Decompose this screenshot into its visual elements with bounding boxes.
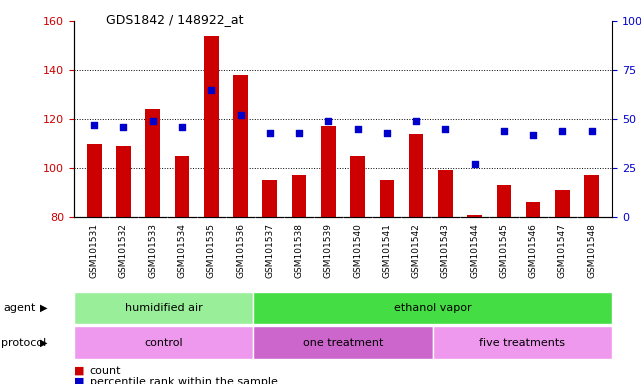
Point — [557, 128, 567, 134]
Text: count: count — [90, 366, 121, 376]
Text: GSM101540: GSM101540 — [353, 223, 362, 278]
Text: GSM101537: GSM101537 — [265, 223, 274, 278]
Text: ■: ■ — [74, 377, 84, 384]
Bar — [74, 326, 253, 359]
Bar — [497, 185, 512, 217]
Text: one treatment: one treatment — [303, 338, 383, 348]
Text: GSM101545: GSM101545 — [499, 223, 508, 278]
Bar — [526, 202, 540, 217]
Bar — [292, 175, 306, 217]
Text: GSM101543: GSM101543 — [441, 223, 450, 278]
Text: GSM101538: GSM101538 — [295, 223, 304, 278]
Bar — [350, 156, 365, 217]
Text: GSM101541: GSM101541 — [382, 223, 391, 278]
Bar — [409, 134, 424, 217]
Text: GDS1842 / 148922_at: GDS1842 / 148922_at — [106, 13, 244, 26]
Bar — [146, 109, 160, 217]
Bar — [321, 126, 336, 217]
Bar — [585, 175, 599, 217]
Point — [353, 126, 363, 132]
Point — [147, 118, 158, 124]
Point — [206, 87, 217, 93]
Point — [440, 126, 451, 132]
Bar — [87, 144, 101, 217]
Bar — [262, 180, 277, 217]
Point — [235, 112, 246, 118]
Text: GSM101534: GSM101534 — [178, 223, 187, 278]
Text: ethanol vapor: ethanol vapor — [394, 303, 472, 313]
Text: GSM101533: GSM101533 — [148, 223, 157, 278]
Text: GSM101532: GSM101532 — [119, 223, 128, 278]
Text: percentile rank within the sample: percentile rank within the sample — [90, 377, 278, 384]
Point — [265, 130, 275, 136]
Bar — [204, 36, 219, 217]
Bar — [467, 215, 482, 217]
Bar — [433, 326, 612, 359]
Point — [528, 132, 538, 138]
Text: GSM101531: GSM101531 — [90, 223, 99, 278]
Text: ▶: ▶ — [40, 303, 47, 313]
Text: protocol: protocol — [1, 338, 47, 348]
Point — [381, 130, 392, 136]
Text: GSM101544: GSM101544 — [470, 223, 479, 278]
Point — [119, 124, 129, 130]
Bar — [555, 190, 570, 217]
Text: agent: agent — [3, 303, 36, 313]
Bar — [116, 146, 131, 217]
Text: five treatments: five treatments — [479, 338, 565, 348]
Bar — [174, 156, 189, 217]
Point — [177, 124, 187, 130]
Bar — [233, 75, 248, 217]
Bar — [253, 292, 612, 324]
Text: humidified air: humidified air — [124, 303, 203, 313]
Text: GSM101546: GSM101546 — [529, 223, 538, 278]
Text: ▶: ▶ — [40, 338, 47, 348]
Text: GSM101539: GSM101539 — [324, 223, 333, 278]
Point — [469, 161, 479, 167]
Point — [323, 118, 333, 124]
Text: GSM101547: GSM101547 — [558, 223, 567, 278]
Point — [294, 130, 304, 136]
Text: GSM101536: GSM101536 — [236, 223, 245, 278]
Bar — [253, 326, 433, 359]
Bar — [379, 180, 394, 217]
Text: control: control — [144, 338, 183, 348]
Text: GSM101542: GSM101542 — [412, 223, 420, 278]
Bar — [74, 292, 253, 324]
Text: GSM101548: GSM101548 — [587, 223, 596, 278]
Point — [89, 122, 99, 128]
Text: ■: ■ — [74, 366, 84, 376]
Point — [587, 128, 597, 134]
Bar — [438, 170, 453, 217]
Text: GSM101535: GSM101535 — [207, 223, 216, 278]
Point — [411, 118, 421, 124]
Point — [499, 128, 509, 134]
